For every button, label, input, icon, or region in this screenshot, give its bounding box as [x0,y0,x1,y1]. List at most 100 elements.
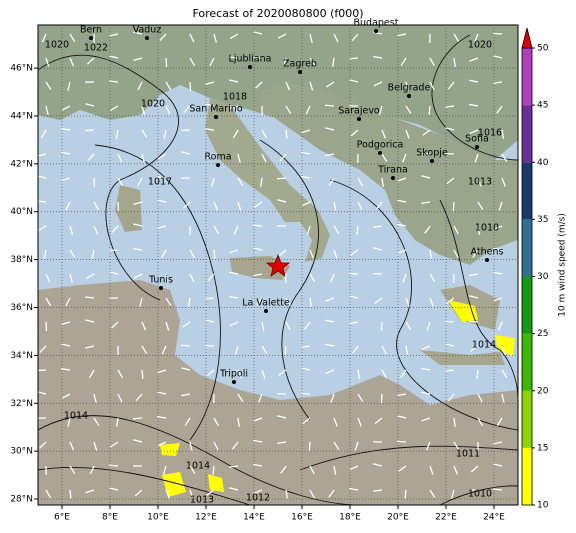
city-label: Ljubliana [229,54,272,65]
wind-barb [166,58,167,67]
wind-barb [205,298,214,299]
wind-barb [453,274,454,283]
city-dot [430,159,434,163]
wind-barb [133,418,142,419]
city-label: San Marino [189,104,242,115]
colorbar-segment [522,48,532,105]
city-dot [298,70,302,74]
y-tick-label: 40°N [10,207,33,217]
wind-barb [85,130,94,131]
wind-barb [349,58,358,59]
wind-barb [181,345,190,346]
x-tick-label: 14°E [243,513,265,523]
y-tick-label: 32°N [10,399,33,409]
wind-barb [349,273,358,274]
wind-barb [493,489,502,490]
wind-barb [453,202,454,211]
city-label: Sarajevo [338,106,380,117]
city-label: Roma [204,152,231,163]
city-dot [159,286,163,290]
city-dot [475,145,479,149]
city-label: Podgorica [357,140,404,151]
isobar-label: 1010 [475,223,499,234]
isobar-label: 1020 [141,99,165,110]
city-label: Bern [80,25,102,36]
city-label: La Valette [242,298,290,309]
x-tick-label: 24°E [483,513,505,523]
city-label: Vaduz [133,25,162,36]
isobar-label: 1020 [468,40,492,51]
colorbar-extend [522,28,532,48]
isobar-label: 1018 [223,92,247,103]
isobar-label: 1020 [45,40,69,51]
colorbar-tick-label: 20 [537,386,549,396]
colorbar-tick-label: 35 [537,215,548,225]
colorbar-tick-label: 10 [537,501,549,511]
isobar-label: 1011 [456,449,480,460]
city-label: Budapest [354,18,399,29]
wind-barb [397,441,406,442]
city-dot [89,36,93,40]
wind-barb [253,225,262,226]
x-tick-label: 8°E [102,513,118,523]
y-tick-label: 42°N [10,159,33,169]
colorbar-segment [522,334,532,391]
isobar-label: 1014 [64,411,88,422]
wind-barb [325,105,334,106]
x-tick-label: 16°E [291,513,313,523]
city-label: Skopje [416,148,448,159]
city-label: Zagreb [283,59,317,70]
colorbar-tick-label: 50 [537,44,549,54]
colorbar-segment [522,162,532,219]
wind-barb [277,393,286,394]
wind-barb [493,33,502,34]
x-tick-label: 18°E [339,513,361,523]
x-tick-label: 12°E [195,513,217,523]
isobar-label: 1022 [84,43,108,54]
x-tick-label: 6°E [54,513,70,523]
city-dot [145,36,149,40]
city-dot [216,163,220,167]
wind-barb [381,322,382,331]
wind-barb [70,490,71,499]
city-label: Tirana [377,165,408,176]
wind-barb [381,394,382,403]
city-label: Tunis [148,275,173,286]
city-label: Belgrade [388,83,431,94]
city-dot [374,29,378,33]
city-label: Athens [471,247,504,258]
city-dot [391,176,395,180]
wind-barb [142,370,143,379]
city-dot [232,380,236,384]
y-tick-label: 38°N [10,255,33,265]
wind-barb [469,321,478,322]
colorbar-segment [522,219,532,276]
x-tick-label: 22°E [435,513,457,523]
isobar-label: 1014 [472,340,496,351]
city-dot [214,115,218,119]
isobar-label: 1017 [148,177,172,188]
isobar-label: 1014 [186,461,210,472]
x-tick-label: 20°E [387,513,409,523]
isobar-label: 1012 [246,493,270,504]
y-tick-label: 28°N [10,495,33,505]
y-tick-label: 34°N [10,351,33,361]
isobar-label: 1016 [478,128,502,139]
isobar-label: 1010 [468,489,492,500]
city-dot [248,65,252,69]
city-dot [264,309,268,313]
wind-barb [309,442,310,451]
colorbar-tick-label: 40 [537,158,549,168]
colorbar-tick-label: 25 [537,329,548,339]
y-tick-label: 44°N [10,111,33,121]
colorbar-label: 10 m wind speed (m/s) [558,213,568,317]
wind-barb [286,130,287,139]
city-dot [357,117,361,121]
city-label: Tripoli [219,369,248,380]
colorbar-segment [522,448,532,505]
y-tick-label: 30°N [10,447,33,457]
x-tick-label: 10°E [147,513,169,523]
wind-barb [214,250,215,259]
colorbar-segment [522,105,532,162]
